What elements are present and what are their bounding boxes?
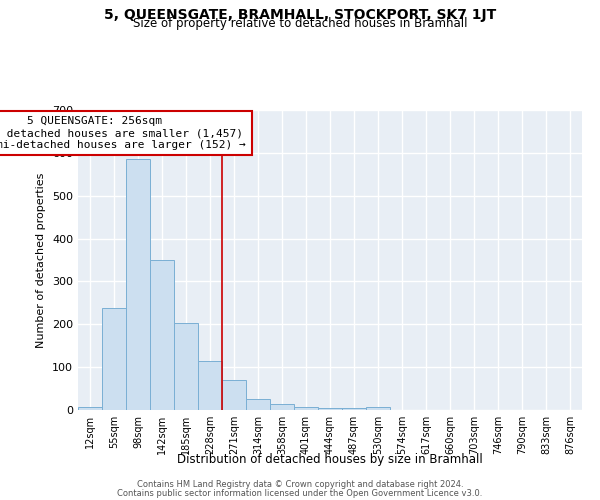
Text: 5, QUEENSGATE, BRAMHALL, STOCKPORT, SK7 1JT: 5, QUEENSGATE, BRAMHALL, STOCKPORT, SK7 … xyxy=(104,8,496,22)
Text: Contains HM Land Registry data © Crown copyright and database right 2024.: Contains HM Land Registry data © Crown c… xyxy=(137,480,463,489)
Bar xyxy=(222,380,246,410)
Bar xyxy=(318,408,342,410)
Bar xyxy=(174,323,198,410)
Bar xyxy=(102,308,126,410)
Bar xyxy=(150,260,174,410)
Bar xyxy=(78,406,102,410)
Text: Contains public sector information licensed under the Open Government Licence v3: Contains public sector information licen… xyxy=(118,488,482,498)
Text: Size of property relative to detached houses in Bramhall: Size of property relative to detached ho… xyxy=(133,18,467,30)
Text: Distribution of detached houses by size in Bramhall: Distribution of detached houses by size … xyxy=(177,452,483,466)
Y-axis label: Number of detached properties: Number of detached properties xyxy=(37,172,46,348)
Bar xyxy=(342,408,366,410)
Bar xyxy=(270,404,294,410)
Text: 5 QUEENSGATE: 256sqm
← 90% of detached houses are smaller (1,457)
9% of semi-det: 5 QUEENSGATE: 256sqm ← 90% of detached h… xyxy=(0,116,246,150)
Bar xyxy=(198,360,222,410)
Bar xyxy=(126,160,150,410)
Bar xyxy=(366,407,390,410)
Bar xyxy=(294,406,318,410)
Bar xyxy=(246,400,270,410)
